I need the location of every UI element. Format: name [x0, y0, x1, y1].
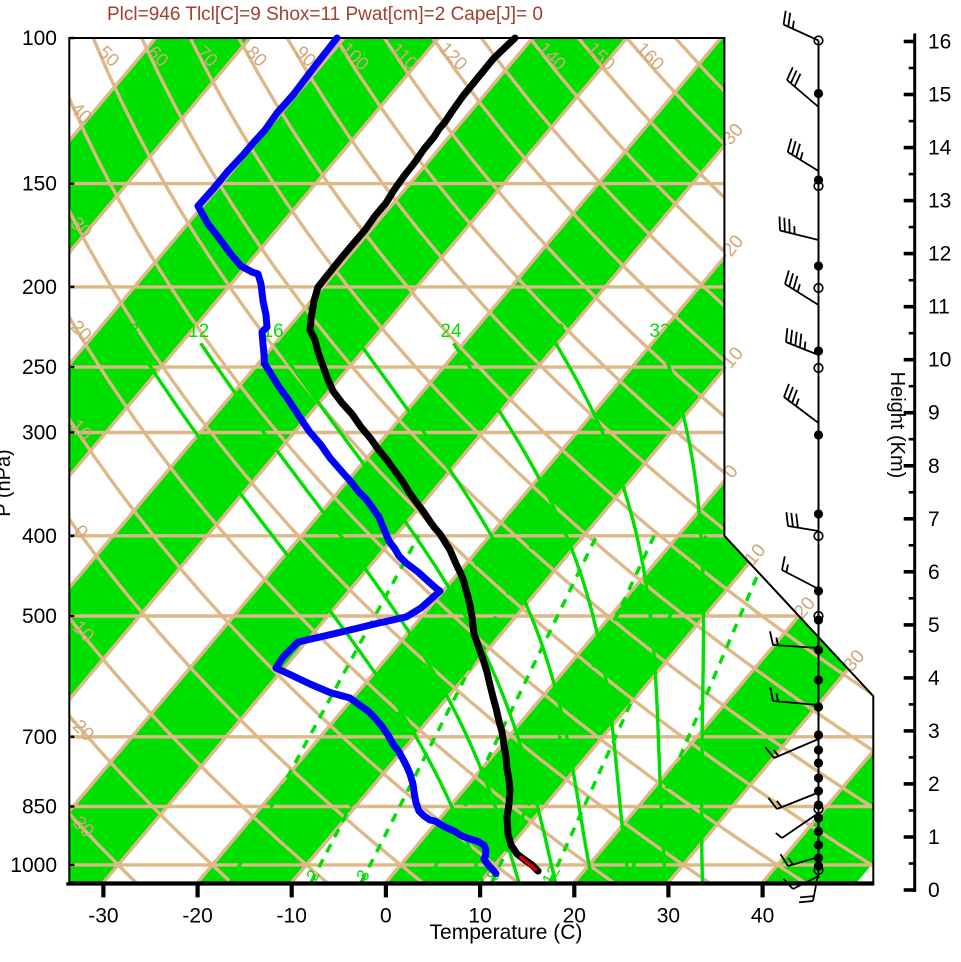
svg-text:20: 20	[563, 904, 586, 927]
svg-text:10: 10	[928, 349, 951, 372]
svg-text:P (hPa): P (hPa)	[0, 449, 15, 516]
svg-text:400: 400	[22, 525, 57, 548]
svg-text:200: 200	[22, 276, 57, 299]
svg-text:100: 100	[22, 27, 57, 50]
svg-text:14: 14	[928, 137, 952, 160]
svg-text:300: 300	[22, 422, 57, 445]
svg-text:Temperature (C): Temperature (C)	[430, 921, 583, 944]
svg-text:0: 0	[928, 879, 940, 902]
svg-text:13: 13	[928, 190, 951, 213]
svg-text:1: 1	[928, 826, 940, 849]
svg-text:15: 15	[928, 84, 951, 107]
svg-text:2: 2	[928, 773, 940, 796]
svg-text:150: 150	[22, 173, 57, 196]
svg-text:-30: -30	[88, 904, 118, 927]
svg-text:4: 4	[928, 667, 940, 690]
svg-text:8: 8	[928, 455, 940, 478]
svg-text:-10: -10	[277, 904, 307, 927]
svg-text:16: 16	[928, 31, 951, 54]
svg-text:10: 10	[468, 904, 491, 927]
svg-text:500: 500	[22, 605, 57, 628]
svg-text:Plcl=946 Tlcl[C]=9 Shox=11 Pwa: Plcl=946 Tlcl[C]=9 Shox=11 Pwat[cm]=2 Ca…	[107, 4, 543, 25]
svg-text:28: 28	[543, 321, 564, 342]
svg-text:0: 0	[380, 904, 392, 927]
svg-text:6: 6	[928, 561, 940, 584]
svg-text:40: 40	[751, 904, 774, 927]
svg-text:11: 11	[928, 296, 950, 319]
svg-text:24: 24	[440, 321, 462, 342]
svg-text:250: 250	[22, 356, 57, 379]
svg-text:12: 12	[928, 243, 951, 266]
svg-text:32: 32	[649, 321, 670, 342]
svg-text:20: 20	[347, 321, 368, 342]
svg-text:-20: -20	[182, 904, 212, 927]
svg-text:Height (Km): Height (Km)	[886, 372, 908, 479]
svg-text:5: 5	[928, 614, 940, 637]
svg-text:30: 30	[657, 904, 680, 927]
svg-text:850: 850	[22, 796, 57, 819]
svg-text:700: 700	[22, 726, 57, 749]
svg-text:7: 7	[928, 508, 940, 531]
svg-text:9: 9	[928, 402, 940, 425]
svg-text:12: 12	[188, 321, 209, 342]
svg-text:3: 3	[928, 720, 940, 743]
svg-text:8: 8	[128, 321, 139, 342]
svg-text:1000: 1000	[10, 854, 57, 877]
